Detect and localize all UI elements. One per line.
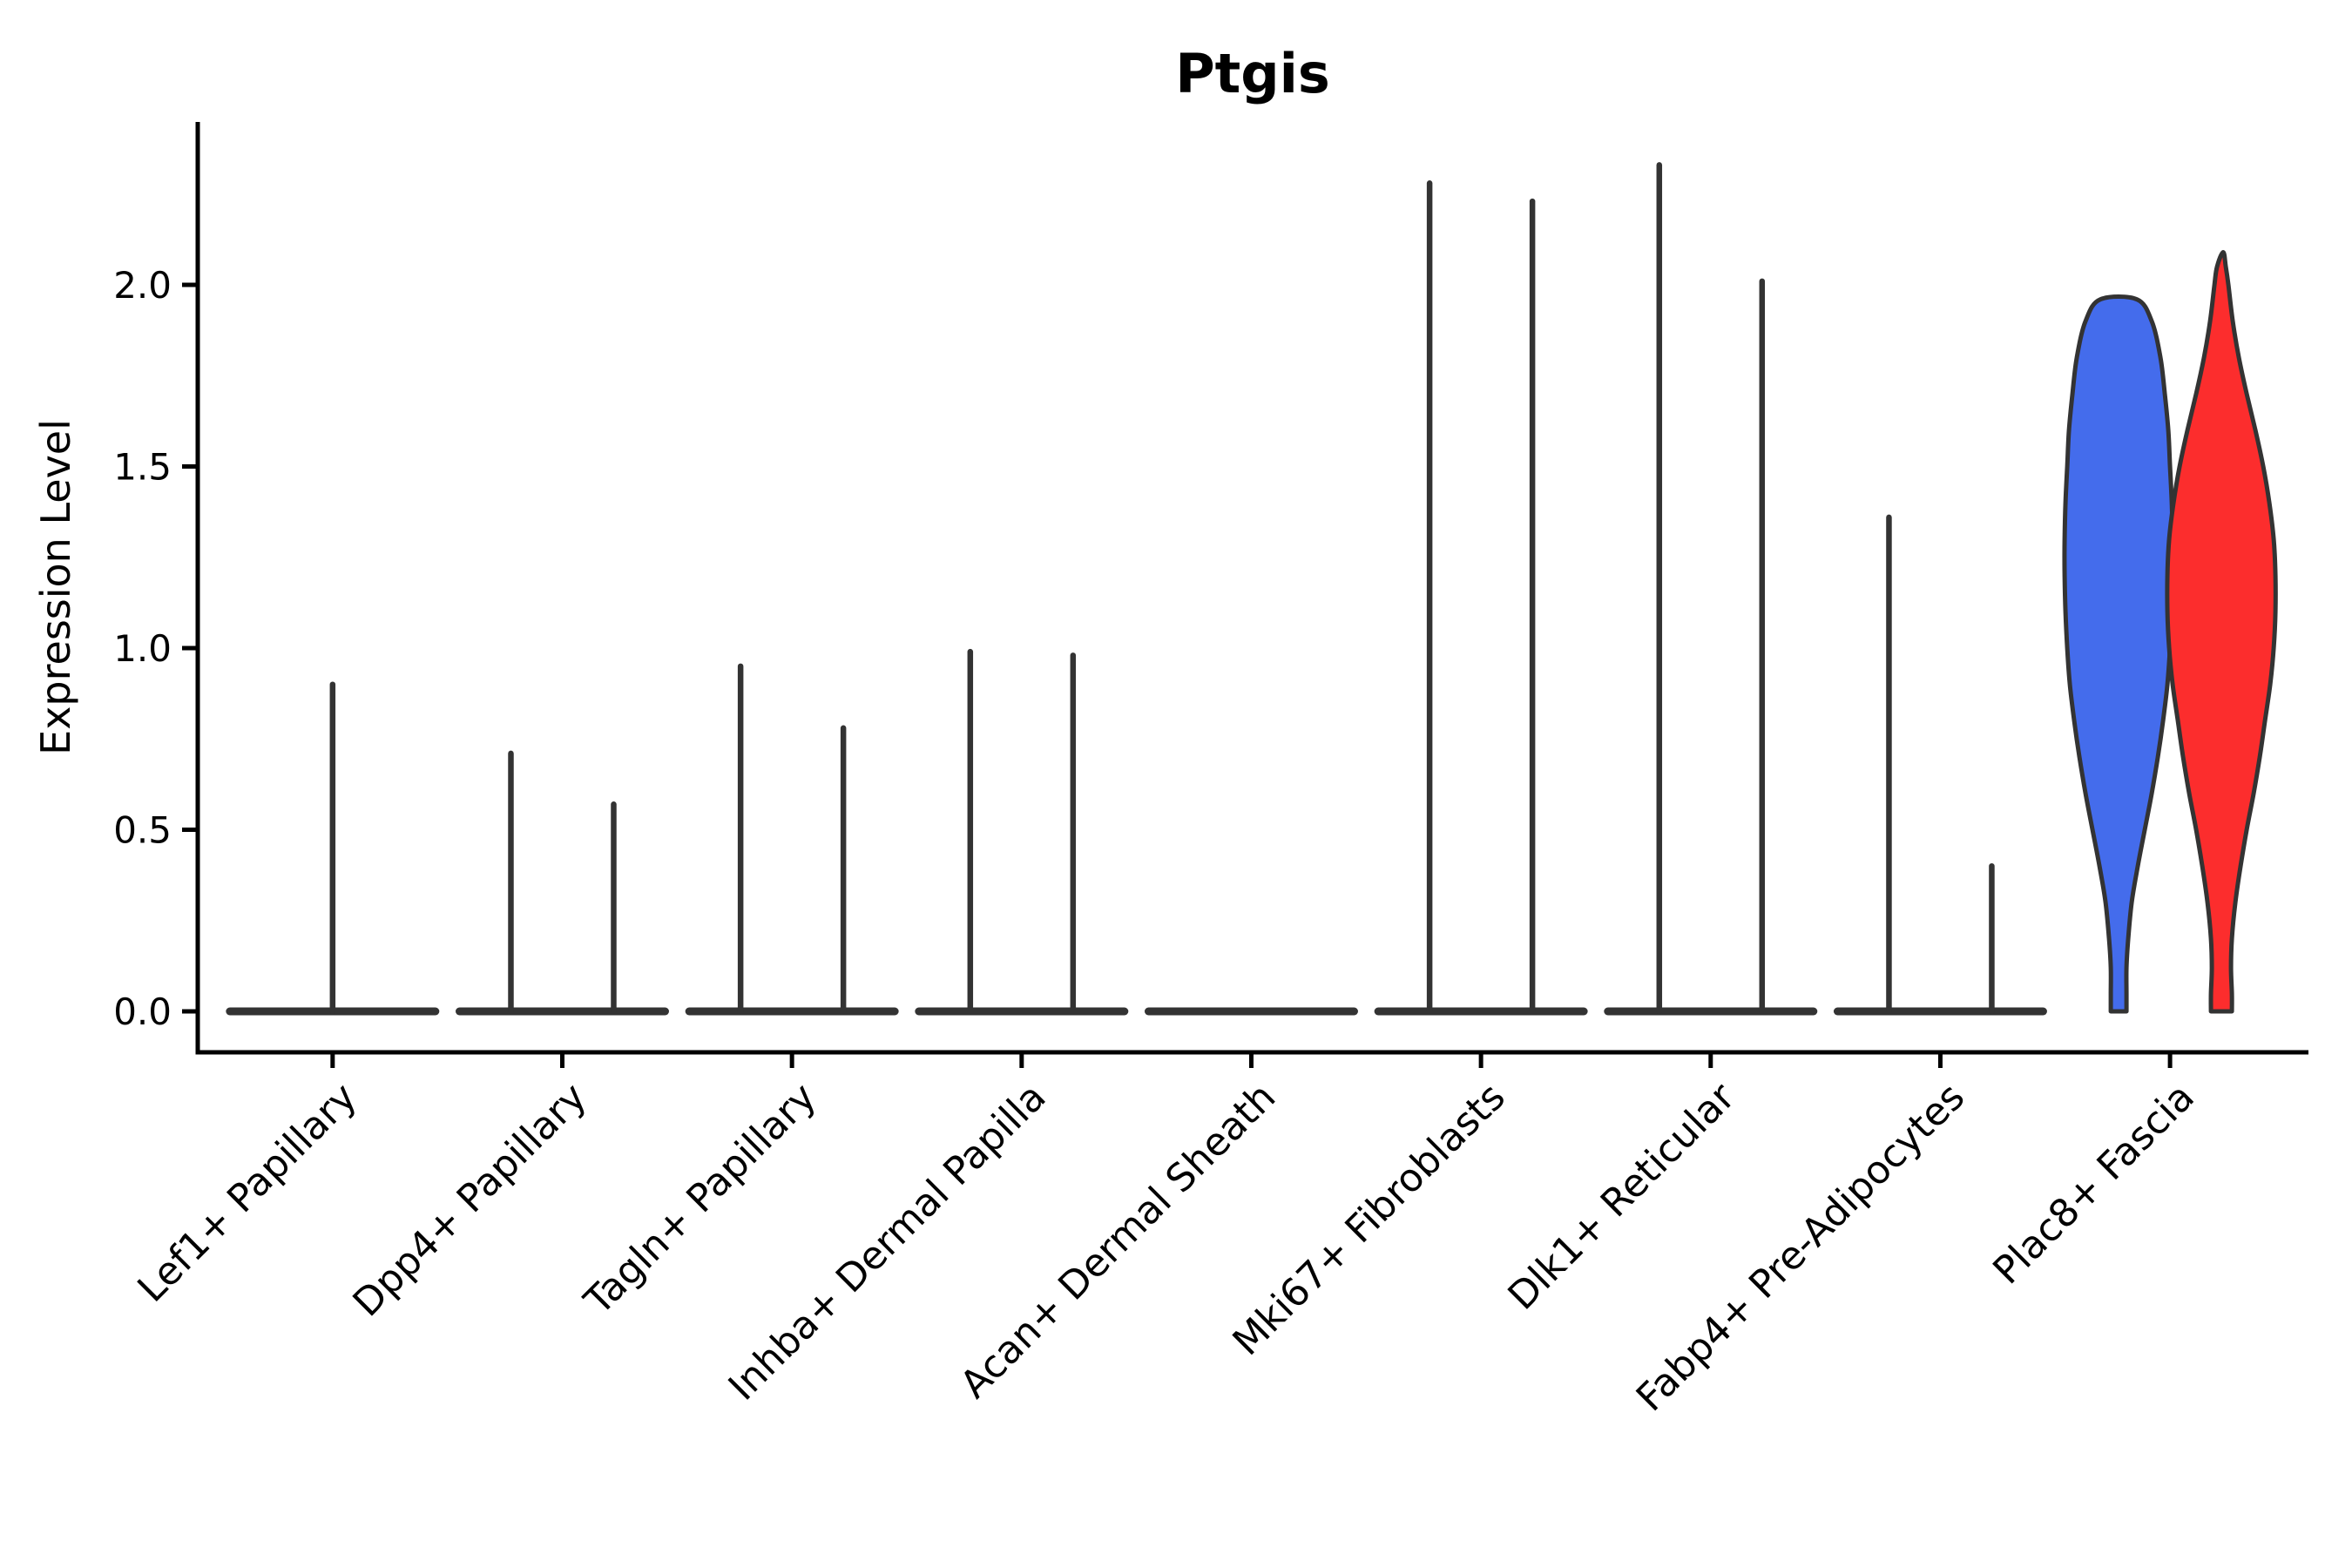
y-tick-label: 2.0 — [113, 264, 172, 307]
x-tick-label: Tagln+ Papillary — [576, 1075, 825, 1324]
violin-group1 — [2062, 294, 2175, 1014]
x-tick-label: Lef1+ Papillary — [130, 1075, 366, 1311]
violin-group2 — [2165, 250, 2278, 1014]
y-tick-label: 0.0 — [113, 990, 172, 1033]
y-tick-label: 1.0 — [113, 627, 172, 670]
x-tick-label: Plac8+ Fascia — [1984, 1075, 2203, 1294]
plot-content — [226, 162, 2278, 1016]
plot-title: Ptgis — [1175, 42, 1330, 105]
x-tick-label: Dlk1+ Reticular — [1500, 1074, 1745, 1319]
y-tick-label: 1.5 — [113, 446, 172, 489]
x-tick-label: Dpp4+ Papillary — [345, 1075, 596, 1326]
y-tick-label: 0.5 — [113, 809, 172, 852]
y-axis-label: Expression Level — [32, 419, 79, 755]
